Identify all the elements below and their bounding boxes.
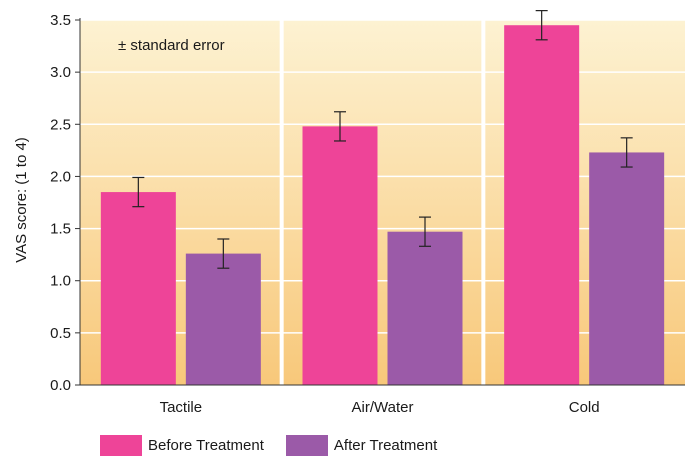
y-tick-label-4: 2.0 xyxy=(50,168,71,185)
legend-item-before: Before Treatment xyxy=(100,434,264,456)
legend-label-before: Before Treatment xyxy=(148,436,264,454)
y-tick-label-3: 1.5 xyxy=(50,221,71,238)
legend-label-after: After Treatment xyxy=(333,436,438,454)
bar-air-water-before-treatment xyxy=(302,126,378,385)
gridlines xyxy=(80,19,685,334)
error-bar-tactile-after-treatment xyxy=(217,238,230,269)
error-bar-tactile-before-treatment xyxy=(132,176,145,208)
y-tick-label-5: 2.5 xyxy=(50,116,71,133)
bar-tactile-after-treatment xyxy=(185,253,261,385)
y-axis-title: VAS score: (1 to 4) xyxy=(13,137,30,263)
y-tick-label-0: 0.0 xyxy=(50,377,71,394)
legend-swatch-before xyxy=(100,434,142,456)
y-tick-label-1: 0.5 xyxy=(50,325,71,342)
legend-item-after: After Treatment xyxy=(285,434,438,456)
bar-air-water-after-treatment xyxy=(387,231,463,385)
axes: 0.0 0.5 1.0 1.5 2.0 2.5 3.0 3.5 Tactile Air/Water… xyxy=(50,12,685,416)
error-bar-cold-before-treatment xyxy=(535,10,548,41)
error-bars xyxy=(132,10,633,269)
bar-tactile-before-treatment xyxy=(100,192,176,385)
bars xyxy=(100,25,665,385)
error-bar-cold-after-treatment xyxy=(620,137,633,168)
x-category-label-0: Tactile xyxy=(160,399,203,416)
x-category-label-1: Air/Water xyxy=(352,399,414,416)
y-tick-label-2: 1.0 xyxy=(50,273,71,290)
bar-cold-before-treatment xyxy=(504,25,580,385)
legend-swatch-after xyxy=(285,434,328,456)
chart-annotation: ± standard error xyxy=(118,37,225,54)
bar-cold-after-treatment xyxy=(589,152,665,385)
y-tick-label-6: 3.0 xyxy=(50,64,71,81)
error-bar-air-water-after-treatment xyxy=(419,216,431,247)
legend: Before Treatment After Treatment xyxy=(100,434,459,456)
error-bar-air-water-before-treatment xyxy=(334,111,346,142)
y-tick-label-7: 3.5 xyxy=(50,12,71,29)
x-category-label-2: Cold xyxy=(569,399,600,416)
